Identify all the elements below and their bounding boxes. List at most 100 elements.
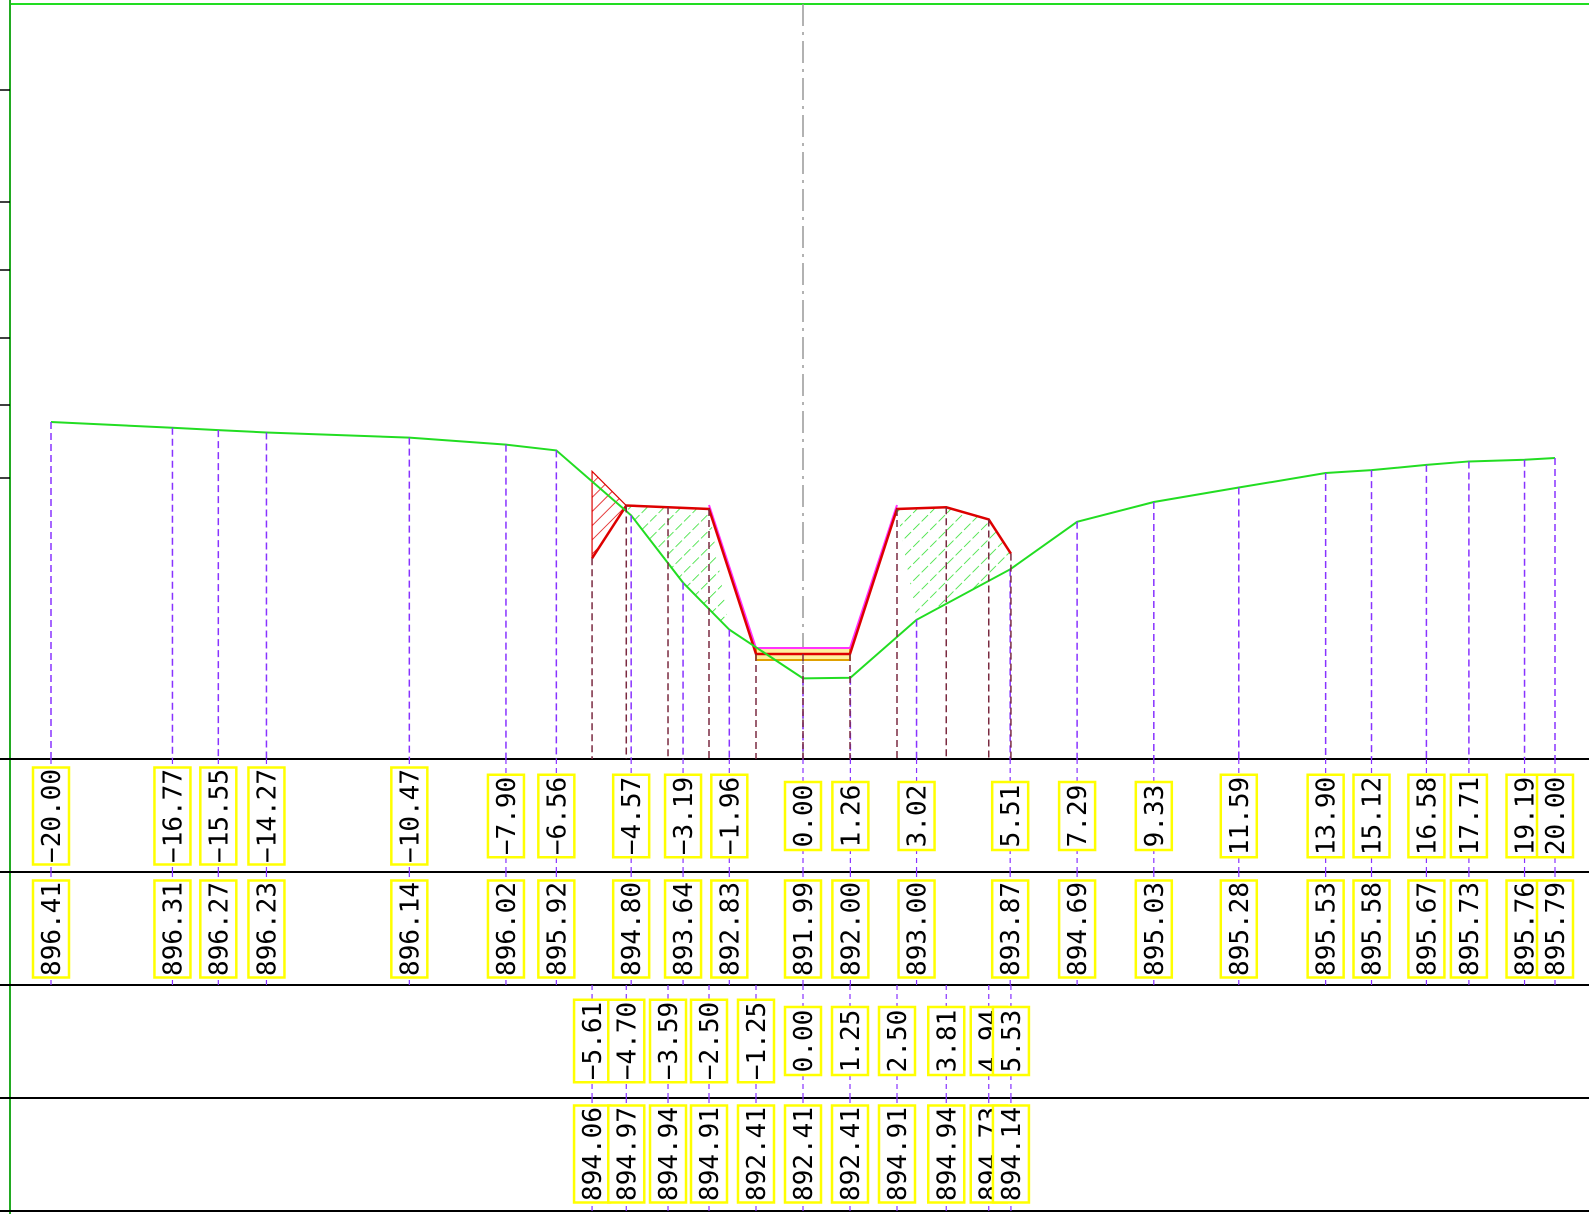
ground-elevation-label: 896.41 [37, 882, 67, 976]
ground-offset-label: 3.02 [903, 785, 933, 848]
design-elevation-label: 894.06 [578, 1107, 608, 1201]
ground-elevation-label: 894.80 [617, 882, 647, 976]
design-elevation-label-group: 894.91 [691, 1106, 727, 1203]
ground-elevation-label-group: 895.03 [1136, 881, 1172, 978]
design-offset-label: −3.59 [654, 1002, 684, 1080]
ground-elevation-label-group: 894.80 [613, 881, 649, 978]
ground-elevation-label-group: 895.67 [1408, 881, 1444, 978]
ground-elevation-label: 895.73 [1455, 882, 1485, 976]
ground-offset-label: −14.27 [252, 769, 282, 863]
ground-offset-label: 7.29 [1063, 785, 1093, 848]
ground-elevation-label-group: 892.83 [711, 881, 747, 978]
ground-offset-label: −16.77 [158, 769, 188, 863]
ground-elevation-label: 896.27 [204, 882, 234, 976]
ground-offset-label: 17.71 [1455, 777, 1485, 855]
ground-offset-label: 20.00 [1541, 777, 1571, 855]
ground-offset-label-group: 11.59 [1221, 775, 1257, 858]
ground-elevation-label-group: 896.31 [154, 881, 190, 978]
ground-offset-label-group: 16.58 [1408, 775, 1444, 858]
ground-elevation-label: 895.58 [1358, 882, 1388, 976]
ground-elevation-label-group: 895.73 [1451, 881, 1487, 978]
ground-elevation-label: 892.83 [715, 882, 745, 976]
design-offset-label: 0.00 [789, 1010, 819, 1073]
design-offset-label: −5.61 [578, 1002, 608, 1080]
ground-elevation-label: 893.00 [903, 882, 933, 976]
design-offset-label: −2.50 [695, 1002, 725, 1080]
ground-elevation-label-group: 896.02 [488, 881, 524, 978]
ground-elevation-label-group: 896.27 [200, 881, 236, 978]
ground-elevation-label-group: 894.69 [1059, 881, 1095, 978]
design-elevation-label: 894.94 [932, 1107, 962, 1201]
ground-offset-label-group: −3.19 [665, 775, 701, 858]
design-offset-label-group: 2.50 [879, 1007, 915, 1075]
ground-offset-label-group: 5.51 [992, 782, 1028, 850]
design-offset-label-group: −5.61 [574, 1000, 610, 1083]
design-elevation-label: 894.94 [654, 1107, 684, 1201]
ground-offset-label: 13.90 [1312, 777, 1342, 855]
design-offset-label-group: −2.50 [691, 1000, 727, 1083]
ground-elevation-label-group: 895.58 [1354, 881, 1390, 978]
design-offset-label-group: 0.00 [785, 1007, 821, 1075]
ground-elevation-label-group: 895.28 [1221, 881, 1257, 978]
ground-offset-label-group: −16.77 [154, 768, 190, 865]
ground-offset-label-group: −1.96 [711, 775, 747, 858]
design-offset-label: 2.50 [883, 1010, 913, 1073]
ground-offset-label: −7.90 [492, 777, 522, 855]
design-offset-label-group: −4.70 [608, 1000, 644, 1083]
ground-elevation-label-group: 891.99 [785, 881, 821, 978]
ground-offset-label: 1.26 [836, 785, 866, 848]
ground-offset-label: −4.57 [617, 777, 647, 855]
ground-elevation-label: 895.67 [1412, 882, 1442, 976]
ground-elevation-label-group: 896.14 [391, 881, 427, 978]
ground-offset-label-group: 15.12 [1354, 775, 1390, 858]
design-elevation-label-group: 892.41 [785, 1106, 821, 1203]
ground-elevation-label-group: 895.92 [538, 881, 574, 978]
ground-elevation-label-group: 896.41 [33, 881, 69, 978]
ground-offset-label-group: −6.56 [538, 775, 574, 858]
ground-elevation-label: 894.69 [1063, 882, 1093, 976]
ground-elevation-label: 896.23 [252, 882, 282, 976]
ground-offset-label: 5.51 [996, 785, 1026, 848]
ground-offset-label: −3.19 [669, 777, 699, 855]
ground-elevation-label-group: 895.53 [1308, 881, 1344, 978]
design-offset-label: −4.70 [612, 1002, 642, 1080]
ground-offset-label-group: 7.29 [1059, 782, 1095, 850]
ground-elevation-label-group: 893.00 [899, 881, 935, 978]
ground-offset-label: 0.00 [789, 785, 819, 848]
ground-offset-label-group: 1.26 [832, 782, 868, 850]
ground-offset-label-group: −20.00 [33, 768, 69, 865]
ground-offset-label: −15.55 [204, 769, 234, 863]
ground-offset-label-group: −15.55 [200, 768, 236, 865]
ground-elevation-label-group: 896.23 [248, 881, 284, 978]
ground-elevation-label: 896.02 [492, 882, 522, 976]
ground-elevation-label: 895.92 [542, 882, 572, 976]
ground-offset-label: 9.33 [1140, 785, 1170, 848]
design-offset-label-group: −1.25 [738, 1000, 774, 1083]
ground-elevation-label: 893.64 [669, 882, 699, 976]
ground-elevation-label: 892.00 [836, 882, 866, 976]
ground-offset-label: −6.56 [542, 777, 572, 855]
ground-offset-label-group: −4.57 [613, 775, 649, 858]
design-elevation-label: 892.41 [789, 1107, 819, 1201]
design-elevation-label: 892.41 [836, 1107, 866, 1201]
ground-offset-label-group: 0.00 [785, 782, 821, 850]
design-offset-label-group: 5.53 [993, 1007, 1029, 1075]
design-offset-label-group: −3.59 [650, 1000, 686, 1083]
design-offset-label-group: 3.81 [928, 1007, 964, 1075]
ground-offset-label: −1.96 [715, 777, 745, 855]
design-elevation-label-group: 892.41 [832, 1106, 868, 1203]
design-offset-label: 3.81 [932, 1010, 962, 1073]
design-elevation-label: 894.14 [997, 1107, 1027, 1201]
ground-elevation-label: 896.31 [158, 882, 188, 976]
design-offset-label: −1.25 [742, 1002, 772, 1080]
left-tick-marks [0, 90, 10, 478]
ground-elevation-label: 895.28 [1225, 882, 1255, 976]
ground-elevation-label: 896.14 [395, 882, 425, 976]
design-elevation-label-group: 894.97 [608, 1106, 644, 1203]
ground-elevation-label: 891.99 [789, 882, 819, 976]
ground-elevation-label-group: 893.87 [992, 881, 1028, 978]
ground-offset-label-group: −7.90 [488, 775, 524, 858]
design-elevation-label: 892.41 [742, 1107, 772, 1201]
design-elevation-label-group: 894.94 [650, 1106, 686, 1203]
